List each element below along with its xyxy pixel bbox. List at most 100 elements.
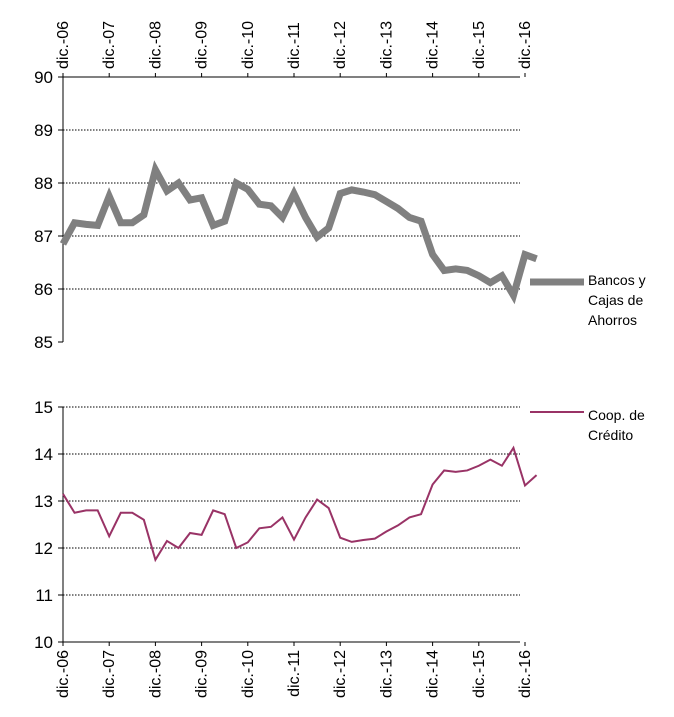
data-point xyxy=(259,528,260,529)
y-tick-label: 14 xyxy=(34,445,53,464)
x-tick-label: dic.-15 xyxy=(471,650,488,698)
y-tick-label: 10 xyxy=(34,633,53,652)
data-point xyxy=(397,208,398,209)
data-point xyxy=(155,169,156,170)
data-point xyxy=(143,214,144,215)
data-point xyxy=(386,531,387,532)
data-point xyxy=(166,190,167,191)
data-point xyxy=(294,539,295,540)
x-tick-label: dic.-06 xyxy=(55,650,72,698)
x-tick-label: dic.-14 xyxy=(425,650,442,698)
data-point xyxy=(305,217,306,218)
data-point xyxy=(501,275,502,276)
data-point xyxy=(421,514,422,515)
data-point xyxy=(74,222,75,223)
data-point xyxy=(305,517,306,518)
data-point xyxy=(190,532,191,533)
data-point xyxy=(259,204,260,205)
x-tick-label: dic.-08 xyxy=(147,650,164,698)
y-tick-label: 86 xyxy=(34,280,53,299)
data-point xyxy=(432,484,433,485)
data-point xyxy=(109,196,110,197)
data-point xyxy=(317,237,318,238)
x-tick-label: dic.-12 xyxy=(332,650,349,698)
data-point xyxy=(386,201,387,202)
data-point xyxy=(409,217,410,218)
data-point xyxy=(501,465,502,466)
data-point xyxy=(166,540,167,541)
data-point xyxy=(282,517,283,518)
data-point xyxy=(455,471,456,472)
x-tick-label: dic.-06 xyxy=(55,21,72,69)
x-tick-label: dic.-16 xyxy=(517,21,534,69)
data-point xyxy=(236,548,237,549)
data-point xyxy=(397,525,398,526)
y-tick-label: 11 xyxy=(35,586,53,605)
x-tick-label: dic.-09 xyxy=(194,21,211,69)
series-line-1 xyxy=(62,445,538,563)
data-point xyxy=(363,540,364,541)
legend-label-bancos: Bancos y Cajas de Ahorros xyxy=(588,272,646,328)
y-tick-label: 13 xyxy=(34,492,53,511)
x-tick-label: dic.-15 xyxy=(471,21,488,69)
data-point xyxy=(328,508,329,509)
x-tick-label: dic.-10 xyxy=(240,650,257,698)
data-point xyxy=(178,548,179,549)
data-point xyxy=(224,514,225,515)
legend-label-coop: Coop. de Crédito xyxy=(588,407,645,443)
data-point xyxy=(224,221,225,222)
data-point xyxy=(97,510,98,511)
y-tick-label: 87 xyxy=(34,227,53,246)
data-point xyxy=(143,519,144,520)
data-point xyxy=(270,205,271,206)
data-point xyxy=(444,470,445,471)
data-point xyxy=(63,493,64,494)
data-point xyxy=(74,512,75,513)
data-point xyxy=(525,254,526,255)
x-tick-label: dic.-12 xyxy=(332,21,349,69)
y-tick-label: 85 xyxy=(34,333,53,352)
data-point xyxy=(536,258,537,259)
data-point xyxy=(132,222,133,223)
x-tick-label: dic.-13 xyxy=(378,650,395,698)
data-point xyxy=(363,192,364,193)
x-tick-label: dic.-07 xyxy=(101,650,118,698)
y-tick-label: 12 xyxy=(34,539,53,558)
data-point xyxy=(536,475,537,476)
y-tick-label: 88 xyxy=(34,174,53,193)
x-tick-label: dic.-13 xyxy=(378,21,395,69)
data-point xyxy=(351,189,352,190)
data-point xyxy=(525,485,526,486)
data-point xyxy=(467,470,468,471)
data-point xyxy=(201,534,202,535)
data-point xyxy=(247,189,248,190)
data-point xyxy=(294,193,295,194)
series-line-0 xyxy=(59,160,538,305)
data-point xyxy=(328,228,329,229)
data-point xyxy=(86,224,87,225)
x-tick-label: dic.-11 xyxy=(286,650,303,697)
data-point xyxy=(201,197,202,198)
data-point xyxy=(109,536,110,537)
y-tick-label: 89 xyxy=(34,121,53,140)
data-point xyxy=(213,225,214,226)
data-point xyxy=(120,222,121,223)
data-point xyxy=(490,282,491,283)
data-point xyxy=(478,275,479,276)
data-point xyxy=(432,254,433,255)
x-tick-label: dic.-09 xyxy=(194,650,211,698)
x-tick-label: dic.-11 xyxy=(286,22,303,69)
data-point xyxy=(120,512,121,513)
x-tick-label: dic.-16 xyxy=(517,650,534,698)
data-point xyxy=(421,221,422,222)
data-point xyxy=(236,183,237,184)
data-point xyxy=(478,465,479,466)
x-tick-label: dic.-14 xyxy=(425,21,442,69)
data-point xyxy=(155,559,156,560)
data-point xyxy=(97,225,98,226)
y-tick-label: 15 xyxy=(34,398,53,417)
data-point xyxy=(351,541,352,542)
data-point xyxy=(178,183,179,184)
